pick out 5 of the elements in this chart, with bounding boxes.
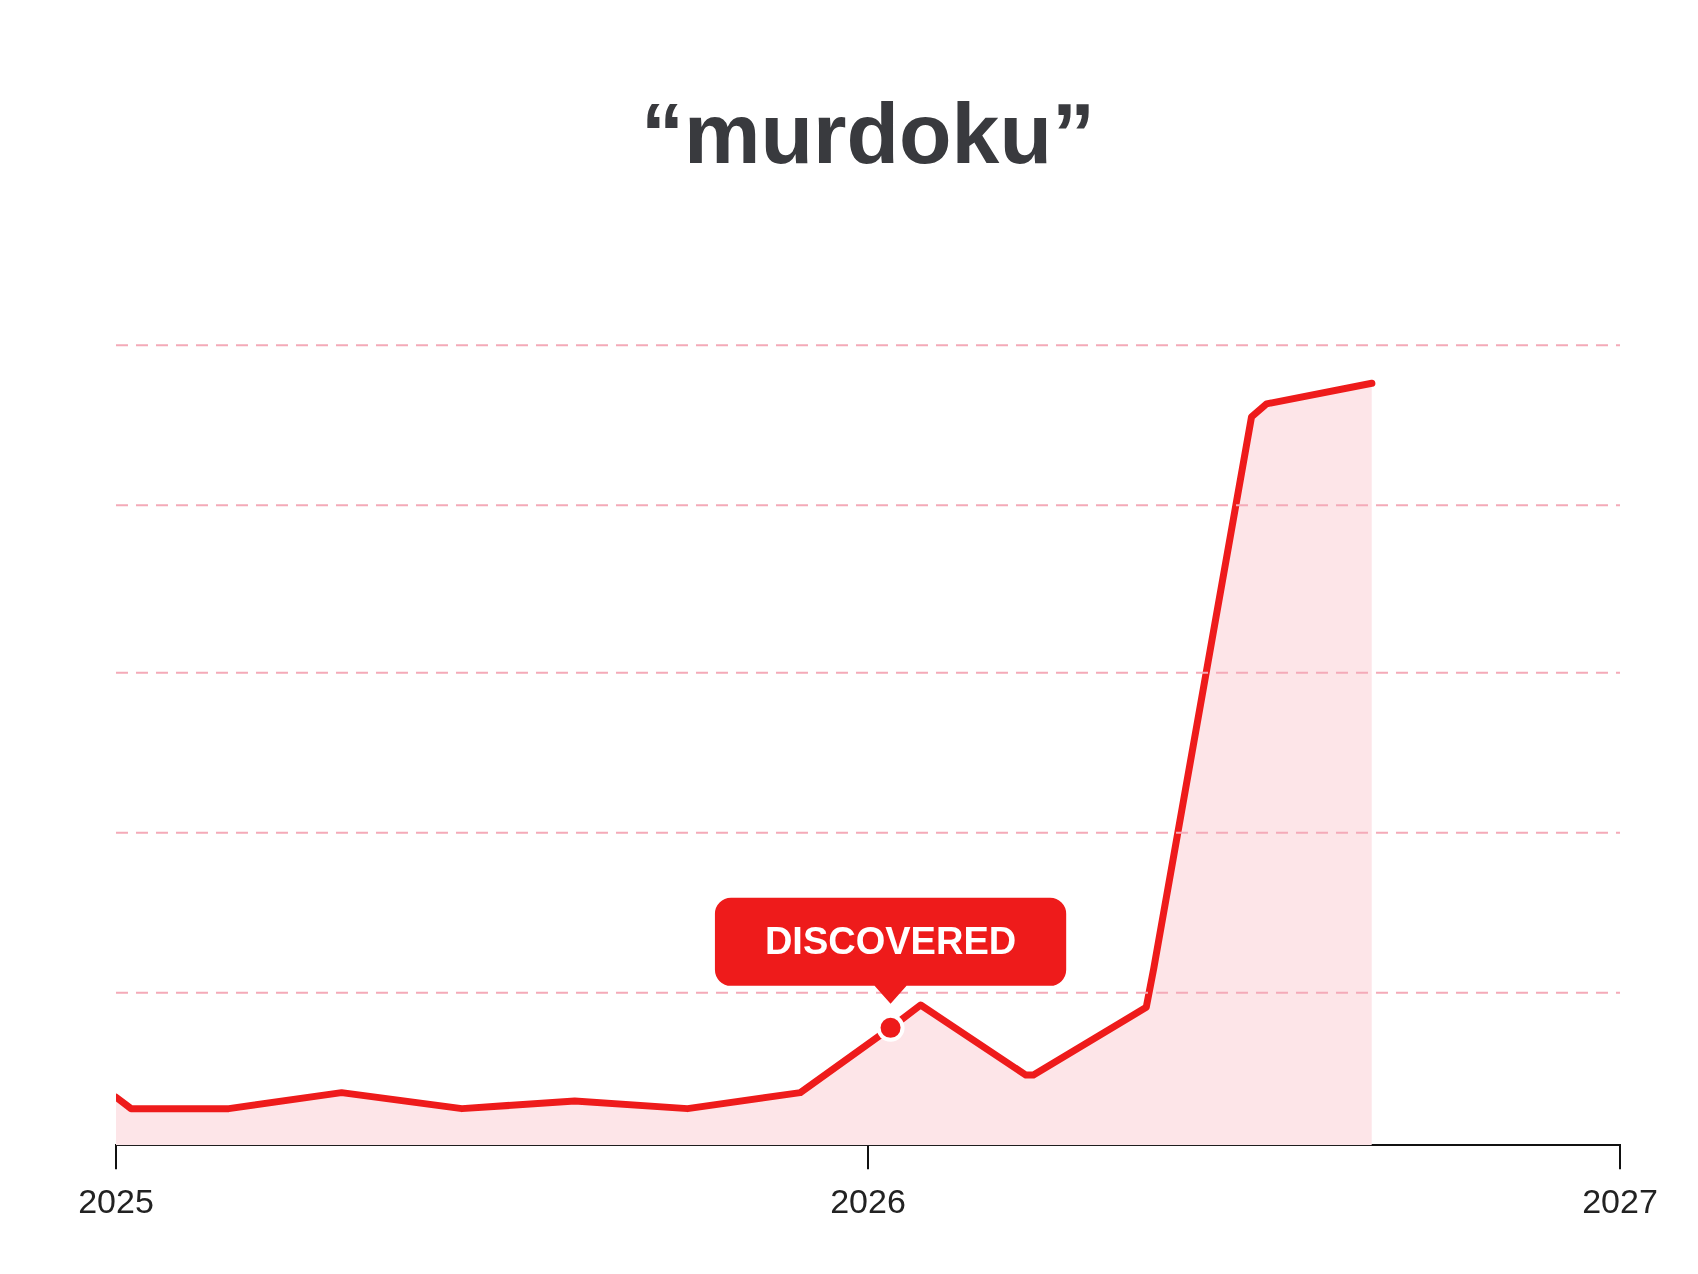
x-tick-label: 2027 <box>1582 1181 1658 1220</box>
chart-title: “murdoku” <box>641 85 1095 182</box>
annotation: DISCOVERED <box>764 920 1017 963</box>
x-tick-label: 2026 <box>830 1181 906 1220</box>
x-tick-label: 2025 <box>78 1181 154 1220</box>
